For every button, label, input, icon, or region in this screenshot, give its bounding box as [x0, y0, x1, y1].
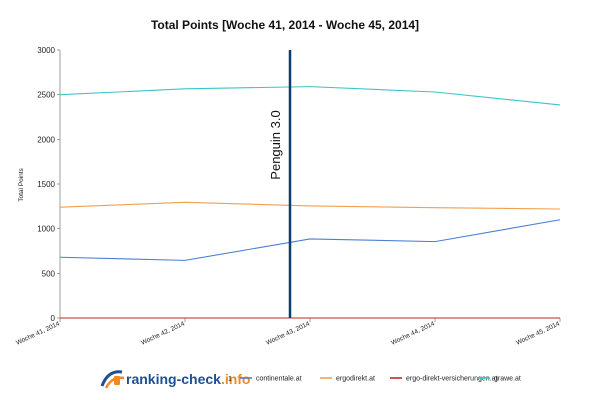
legend-label: ergodirekt.at [336, 376, 375, 383]
chart-title: Total Points [Woche 41, 2014 - Woche 45,… [151, 18, 419, 32]
x-tick-label: Woche 45, 2014 [515, 320, 561, 346]
y-tick-label: 3000 [37, 46, 55, 55]
ranking-check-logo[interactable]: ranking-check.info [100, 370, 250, 389]
x-tick-label: Woche 41, 2014 [15, 320, 61, 346]
legend-marker: 1 [228, 376, 232, 383]
x-tick-label: Woche 42, 2014 [140, 320, 186, 346]
series-line [59, 201, 561, 210]
annotation-label: Penguin 3.0 [268, 110, 283, 179]
series-line [59, 219, 561, 261]
y-tick-label: 1000 [37, 225, 55, 234]
legend-label: grawe.at [494, 376, 521, 383]
x-ticks: Woche 41, 2014 Woche 42, 2014 Woche 43, 20… [15, 318, 561, 347]
series-lines [59, 86, 561, 319]
legend-label: ergo-direkt-versicherungen.at [406, 376, 497, 383]
y-tick-label: 500 [42, 269, 56, 278]
y-axis-label: Total Points [18, 167, 25, 201]
series-line [59, 86, 561, 106]
annotations: Penguin 3.0 [268, 50, 292, 318]
x-tick-label: Woche 43, 2014 [265, 320, 311, 346]
logo-icon [100, 370, 125, 389]
y-ticks: 0 500 1000 1500 2000 2500 3000 [37, 46, 60, 323]
legend-label: continentale.at [256, 376, 302, 383]
y-tick-label: 0 [51, 314, 56, 323]
y-tick-label: 1500 [37, 180, 55, 189]
x-tick-label: Woche 44, 2014 [390, 320, 436, 346]
legend: continentale.at ergodirekt.at ergo-direkt-… [240, 376, 521, 383]
axes [59, 50, 560, 319]
y-tick-label: 2000 [37, 135, 55, 144]
y-tick-label: 2500 [37, 91, 55, 100]
logo-text: ranking-check.info [126, 371, 250, 387]
